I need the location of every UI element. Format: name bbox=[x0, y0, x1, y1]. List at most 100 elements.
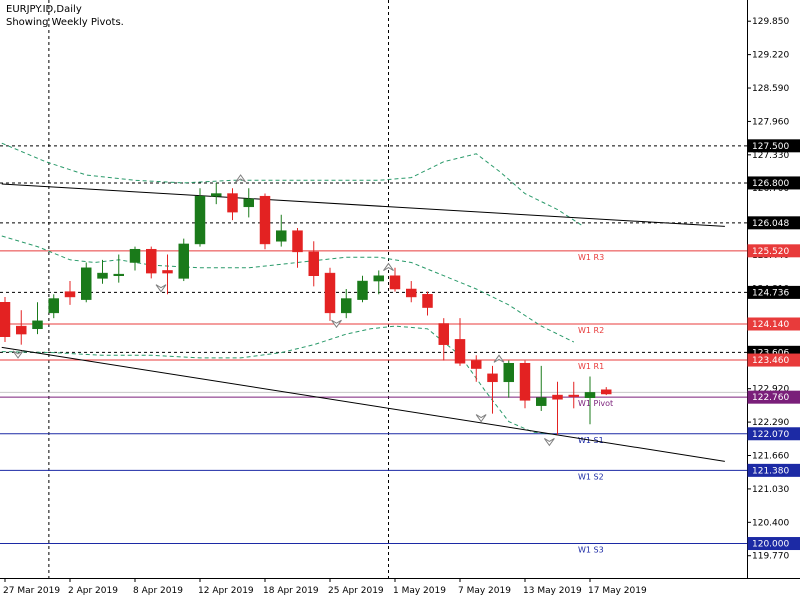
candle-body bbox=[113, 273, 124, 276]
date-label: 7 May 2019 bbox=[458, 586, 511, 596]
date-label: 1 May 2019 bbox=[393, 586, 446, 596]
candle bbox=[259, 193, 271, 250]
price-tick-label: 128.590 bbox=[752, 84, 789, 94]
candle bbox=[178, 238, 189, 282]
pivot-level-label: 125.520 bbox=[752, 247, 789, 257]
pivot-level-label: 121.380 bbox=[752, 466, 789, 476]
candle bbox=[454, 318, 466, 366]
candle-body bbox=[487, 373, 498, 383]
candle bbox=[503, 360, 514, 398]
candle bbox=[113, 254, 124, 283]
fractal-arrow-icon bbox=[155, 284, 167, 293]
candle bbox=[146, 246, 157, 279]
pivot-level-box bbox=[747, 353, 800, 367]
trend-line bbox=[1, 346, 725, 462]
candle-body bbox=[227, 193, 238, 213]
band-lower bbox=[1, 325, 558, 436]
dashed-level-box bbox=[747, 139, 800, 153]
pivot-level-box bbox=[747, 244, 800, 258]
fractal-arrow-icon bbox=[12, 350, 24, 359]
date-label: 25 Apr 2019 bbox=[328, 586, 384, 596]
candle-body bbox=[519, 362, 531, 401]
candle bbox=[81, 262, 92, 303]
candle-body bbox=[454, 339, 466, 364]
candle-body bbox=[568, 394, 579, 397]
candle bbox=[552, 381, 563, 435]
price-tick-label: 119.770 bbox=[752, 552, 789, 562]
candle-body bbox=[601, 389, 612, 395]
candle bbox=[32, 302, 43, 335]
candle-body bbox=[373, 275, 384, 282]
dashed-level-box bbox=[747, 216, 800, 230]
band-upper bbox=[1, 142, 583, 226]
candle bbox=[194, 188, 206, 247]
candle-body bbox=[292, 230, 303, 253]
candle bbox=[324, 267, 336, 321]
pivot-label: W1 S3 bbox=[578, 546, 604, 555]
price-tick-label: 122.290 bbox=[752, 418, 789, 428]
candle-body bbox=[389, 275, 401, 290]
dashed-level-label: 126.048 bbox=[752, 219, 789, 229]
date-label: 18 Apr 2019 bbox=[263, 586, 319, 596]
candle bbox=[601, 387, 612, 396]
candle bbox=[162, 254, 173, 295]
candle bbox=[357, 275, 368, 303]
date-label: 17 May 2019 bbox=[588, 586, 647, 596]
candle-body bbox=[308, 251, 319, 276]
candle bbox=[292, 228, 303, 268]
price-tick-label: 127.330 bbox=[752, 151, 789, 161]
symbol-line: EURJPY.ID,Daily bbox=[6, 4, 82, 15]
pivot-label: W1 R1 bbox=[578, 362, 604, 371]
pivot-level-box bbox=[747, 390, 800, 404]
date-label: 27 Mar 2019 bbox=[3, 586, 60, 596]
candle bbox=[16, 310, 27, 345]
candle bbox=[0, 296, 11, 343]
pivot-level-label: 122.760 bbox=[752, 393, 789, 403]
dashed-level-label: 123.606 bbox=[752, 348, 789, 358]
candle bbox=[243, 188, 254, 218]
candle-body bbox=[32, 320, 43, 330]
candle-body bbox=[536, 397, 547, 406]
date-label: 12 Apr 2019 bbox=[198, 586, 254, 596]
candle bbox=[536, 365, 547, 411]
fractal-arrow-icon bbox=[493, 354, 505, 363]
pivot-label: W1 R3 bbox=[578, 253, 604, 262]
candle bbox=[406, 281, 417, 303]
trend-line bbox=[1, 183, 725, 227]
candle-body bbox=[471, 360, 482, 369]
candle-body bbox=[584, 392, 596, 398]
price-tick-label: 121.030 bbox=[752, 485, 789, 495]
candle bbox=[471, 355, 482, 382]
pivot-level-box bbox=[747, 427, 800, 441]
candle bbox=[584, 376, 596, 425]
candle-body bbox=[422, 294, 433, 308]
candle-body bbox=[162, 270, 173, 274]
dashed-level-box bbox=[747, 176, 800, 190]
pivot-level-label: 122.070 bbox=[752, 430, 789, 440]
candle-body bbox=[48, 298, 59, 314]
candle-body bbox=[503, 362, 514, 383]
date-label: 8 Apr 2019 bbox=[133, 586, 183, 596]
band-middle bbox=[1, 235, 575, 343]
candle bbox=[519, 360, 531, 409]
candle-body bbox=[243, 198, 254, 208]
pivot-level-label: 123.460 bbox=[752, 356, 789, 366]
pivot-label: W1 R2 bbox=[578, 326, 604, 335]
candle bbox=[341, 289, 352, 319]
candle-body bbox=[0, 302, 11, 337]
candle bbox=[97, 259, 108, 284]
candle bbox=[48, 294, 59, 319]
dashed-level-label: 127.500 bbox=[752, 142, 789, 152]
candle-body bbox=[97, 272, 108, 279]
candle-body bbox=[324, 272, 336, 314]
candle bbox=[276, 214, 287, 247]
candle bbox=[211, 182, 222, 205]
pivot-level-box bbox=[747, 537, 800, 551]
dashed-level-label: 126.800 bbox=[752, 179, 789, 189]
candle-body bbox=[406, 288, 417, 298]
candle-body bbox=[211, 193, 222, 197]
pivot-level-box bbox=[747, 317, 800, 331]
candle-body bbox=[129, 248, 141, 263]
